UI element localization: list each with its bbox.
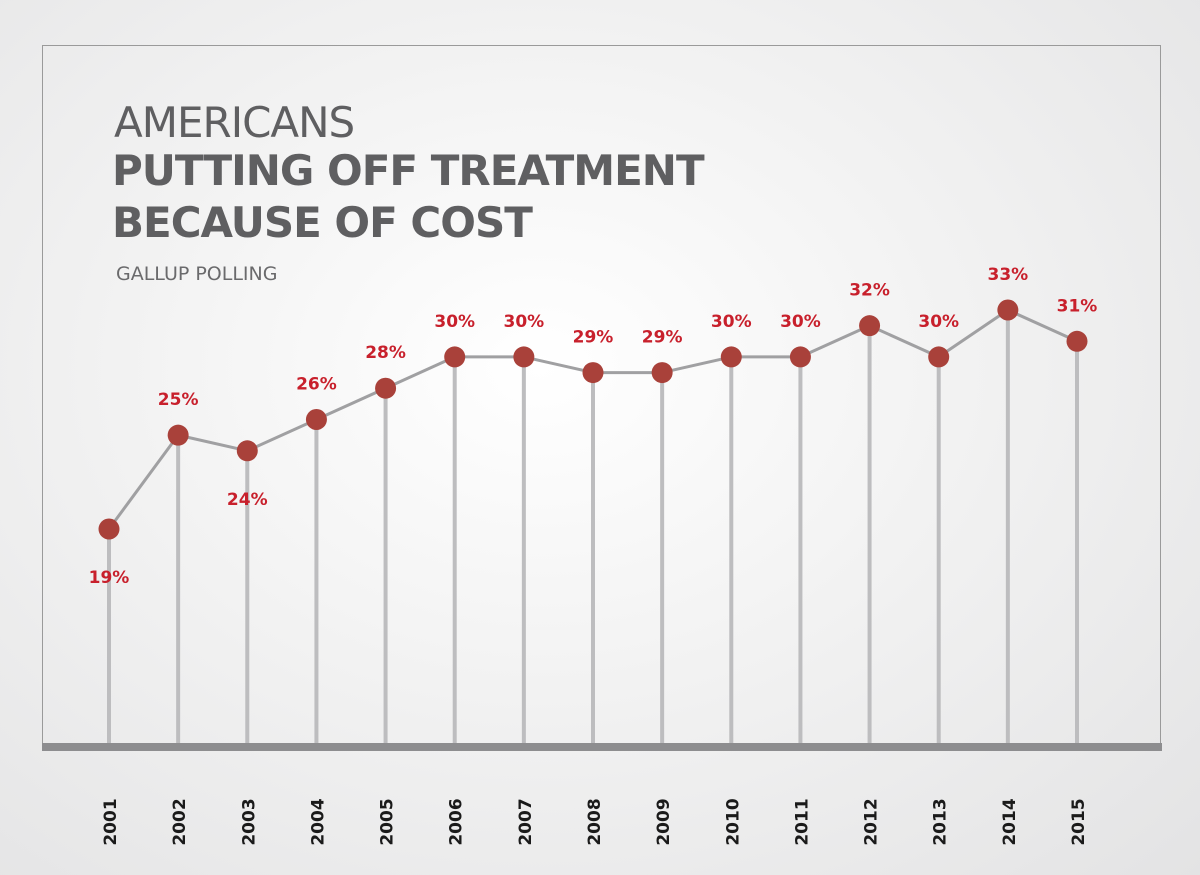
- value-label-2012: 32%: [849, 281, 890, 301]
- points-group: [98, 299, 1088, 540]
- x-tick-2012: 2012: [862, 798, 882, 845]
- x-tick-2001: 2001: [101, 798, 121, 845]
- value-label-2001: 19%: [89, 568, 130, 588]
- data-point-2003: [236, 440, 258, 462]
- value-label-2002: 25%: [158, 390, 199, 410]
- x-tick-labels-group: 2001 2002 2003 2004 2005 2006 2007 2008 2009 2010…: [101, 798, 1089, 845]
- x-tick-2007: 2007: [516, 798, 536, 845]
- x-tick-2010: 2010: [723, 798, 743, 845]
- value-label-2013: 30%: [918, 312, 959, 332]
- data-point-2011: [789, 346, 811, 368]
- x-tick-2008: 2008: [585, 798, 605, 845]
- value-label-2011: 30%: [780, 312, 821, 332]
- title-line-3: BECAUSE OF COST: [112, 198, 533, 247]
- x-tick-2011: 2011: [792, 798, 812, 845]
- data-point-2009: [651, 362, 673, 384]
- x-tick-2004: 2004: [308, 798, 328, 845]
- x-tick-2006: 2006: [447, 798, 467, 845]
- data-point-2014: [997, 299, 1019, 321]
- x-tick-2009: 2009: [654, 798, 674, 845]
- value-label-2007: 30%: [504, 312, 545, 332]
- data-point-2012: [859, 315, 881, 337]
- value-label-2003: 24%: [227, 490, 268, 510]
- chart-frame: [42, 45, 1161, 745]
- data-point-2005: [375, 377, 397, 399]
- data-point-2015: [1066, 330, 1088, 352]
- x-tick-2002: 2002: [170, 798, 190, 845]
- data-point-2013: [928, 346, 950, 368]
- x-tick-2013: 2013: [931, 798, 951, 845]
- data-point-2006: [444, 346, 466, 368]
- data-point-2001: [98, 518, 120, 540]
- x-tick-2015: 2015: [1069, 798, 1089, 845]
- title-line-2: PUTTING OFF TREATMENT: [112, 146, 705, 195]
- value-label-2015: 31%: [1057, 296, 1098, 316]
- value-label-2004: 26%: [296, 375, 337, 395]
- value-label-2008: 29%: [573, 328, 614, 348]
- value-label-2005: 28%: [365, 343, 406, 363]
- x-tick-2003: 2003: [239, 798, 259, 845]
- value-label-2006: 30%: [434, 312, 475, 332]
- subtitle: GALLUP POLLING: [116, 263, 278, 285]
- value-label-2009: 29%: [642, 328, 683, 348]
- data-point-2002: [167, 424, 189, 446]
- data-point-2007: [513, 346, 535, 368]
- stems-group: [107, 310, 1079, 745]
- value-labels-group: 19% 25% 24% 26% 28% 30% 30% 29% 29% 30% 30% 32% 30% 3…: [89, 265, 1098, 588]
- data-point-2004: [305, 409, 327, 430]
- x-axis-baseline: [42, 743, 1162, 751]
- x-tick-2005: 2005: [378, 798, 398, 845]
- data-point-2008: [582, 362, 604, 384]
- x-tick-2014: 2014: [1000, 798, 1020, 845]
- data-point-2010: [720, 346, 742, 368]
- value-label-2014: 33%: [988, 265, 1029, 285]
- title-line-1: AMERICANS: [114, 98, 355, 147]
- value-label-2010: 30%: [711, 312, 752, 332]
